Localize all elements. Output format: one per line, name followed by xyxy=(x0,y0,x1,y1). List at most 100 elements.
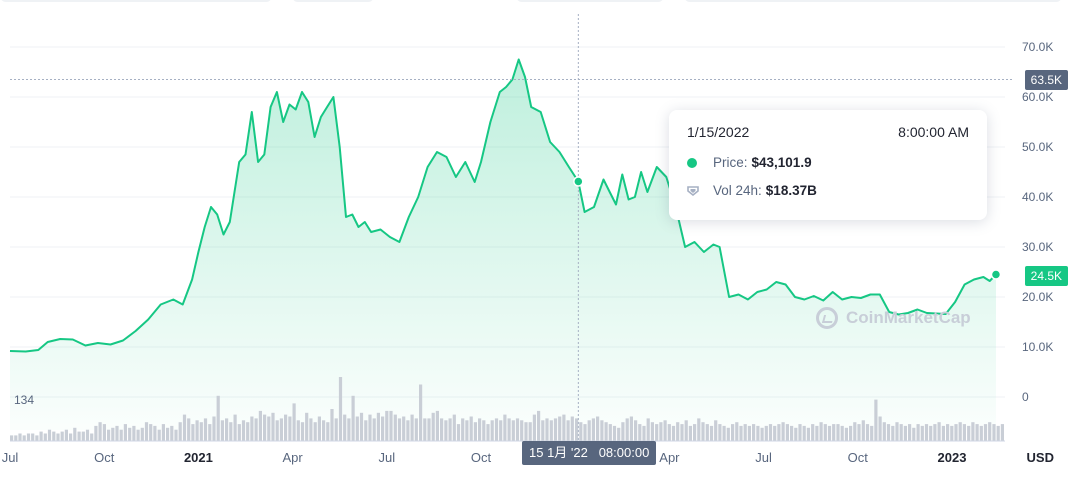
volume-bar xyxy=(73,427,77,441)
max-price-tag: 63.5K xyxy=(1024,70,1068,90)
header-tab-4[interactable] xyxy=(684,0,1062,2)
volume-bars: 134 xyxy=(10,377,1004,441)
volume-bar xyxy=(941,425,945,441)
volume-bar xyxy=(229,422,233,441)
volume-bar xyxy=(31,433,35,441)
volume-bar xyxy=(153,425,157,441)
volume-bar xyxy=(355,416,359,441)
volume-bar xyxy=(60,431,64,441)
volume-bar xyxy=(878,416,882,441)
volume-bar xyxy=(503,414,507,441)
volume-bar xyxy=(263,414,267,441)
volume-bar xyxy=(85,429,90,441)
volume-bar xyxy=(752,424,756,441)
volume-bar xyxy=(996,425,1000,441)
volume-bar xyxy=(225,418,229,441)
header-tab-2[interactable] xyxy=(292,0,374,2)
volume-bar xyxy=(161,424,165,441)
volume-bar xyxy=(958,422,962,441)
volume-bar xyxy=(465,420,469,441)
volume-bar xyxy=(537,410,541,441)
volume-bar xyxy=(414,418,418,441)
x-tick-label: Apr xyxy=(282,450,303,465)
volume-bar xyxy=(107,429,111,441)
volume-bar xyxy=(992,424,996,441)
volume-bar xyxy=(583,424,587,441)
tooltip-time: 8:00:00 AM xyxy=(898,124,969,140)
volume-bar xyxy=(579,422,583,441)
volume-bar xyxy=(132,425,136,441)
header-tab-3[interactable] xyxy=(516,0,664,2)
y-tick-label: 70.0K xyxy=(1022,40,1053,54)
volume-bar xyxy=(612,425,617,441)
volume-bar xyxy=(903,425,907,441)
watermark: CoinMarketCap xyxy=(816,307,971,329)
x-tick-label: 2021 xyxy=(184,450,213,465)
volume-bar xyxy=(908,424,912,441)
volume-bar xyxy=(296,420,300,441)
header-tab-1[interactable] xyxy=(0,0,272,2)
volume-bar xyxy=(680,424,684,441)
x-tick-label: Apr xyxy=(659,450,680,465)
volume-bar xyxy=(667,424,671,441)
volume-bar xyxy=(608,424,612,441)
volume-bar xyxy=(115,425,119,441)
volume-bar xyxy=(317,416,321,441)
volume-bar xyxy=(292,403,296,441)
volume-bar xyxy=(899,424,903,441)
volume-bar xyxy=(111,427,115,441)
x-tick-label: Jul xyxy=(378,450,395,465)
x-tick-label: Oct xyxy=(471,450,492,465)
volume-bar xyxy=(642,425,646,441)
volume-bar xyxy=(962,424,966,441)
volume-bar xyxy=(638,424,642,441)
volume-bar xyxy=(52,431,56,441)
volume-bar xyxy=(629,416,633,441)
volume-bar xyxy=(490,420,494,441)
volume-bar xyxy=(39,431,43,441)
volume-bar xyxy=(94,425,98,441)
volume-bar xyxy=(983,424,988,441)
hover-tooltip: 1/15/2022 8:00:00 AM Price: $43,101.9 Vo… xyxy=(669,110,987,220)
volume-bar xyxy=(275,420,279,441)
volume-bar xyxy=(402,416,406,441)
volume-bar xyxy=(43,433,47,441)
volume-bar xyxy=(406,420,410,441)
volume-max-label: 134 xyxy=(14,393,34,407)
volume-bar xyxy=(216,395,220,441)
volume-bar xyxy=(739,425,743,441)
y-tick-label: 0 xyxy=(1022,390,1029,404)
y-tick-label: 60.0K xyxy=(1022,90,1053,104)
volume-bar xyxy=(246,422,250,441)
x-tick-label: 2023 xyxy=(938,450,967,465)
volume-bar xyxy=(967,425,971,441)
volume-bar xyxy=(233,414,237,441)
volume-bar xyxy=(203,418,208,441)
volume-bar xyxy=(916,424,920,441)
volume-bar xyxy=(364,420,368,441)
currency-label[interactable]: USD xyxy=(1026,450,1054,465)
volume-bar xyxy=(499,420,503,441)
volume-bar xyxy=(166,427,170,441)
volume-bar xyxy=(731,424,735,441)
volume-bar xyxy=(891,425,895,441)
x-tick-label: Jul xyxy=(755,450,772,465)
volume-bar xyxy=(861,420,865,441)
volume-bar xyxy=(18,433,22,441)
volume-bar xyxy=(511,420,515,441)
volume-bar xyxy=(819,422,823,441)
volume-bar xyxy=(701,422,705,441)
volume-bar xyxy=(806,427,810,441)
volume-bar xyxy=(267,416,271,441)
volume-bar xyxy=(452,414,456,441)
volume-bar xyxy=(979,425,983,441)
volume-bar xyxy=(870,425,874,441)
volume-bar xyxy=(271,412,275,441)
volume-bar xyxy=(69,433,73,441)
volume-bar xyxy=(182,414,187,441)
volume-bar xyxy=(697,418,701,441)
volume-bar xyxy=(840,425,844,441)
tooltip-price-value: $43,101.9 xyxy=(751,155,812,170)
volume-bar xyxy=(587,420,591,441)
